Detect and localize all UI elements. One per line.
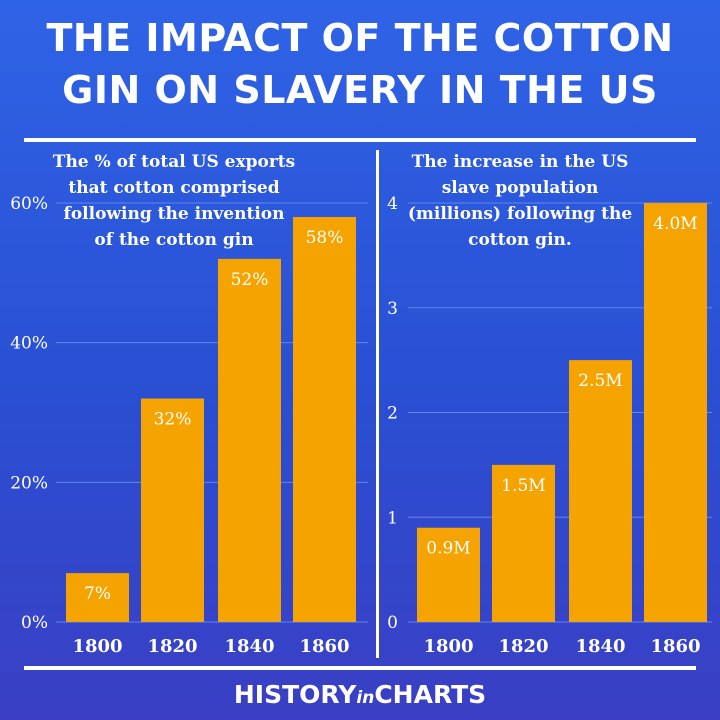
chart-title: The increase in the US slave population (m… <box>408 152 632 250</box>
data-label: 4.0M <box>653 214 697 234</box>
chart-title-line: cotton gin. <box>468 230 572 250</box>
data-label: 32% <box>154 410 192 430</box>
y-tick-label: 0% <box>21 613 48 633</box>
chart-title-line: (millions) following the <box>408 204 632 224</box>
y-tick-label: 1 <box>387 508 398 528</box>
y-tick-label: 2 <box>387 404 398 424</box>
bar <box>417 527 480 622</box>
title-line-2: GIN ON SLAVERY IN THE US <box>62 68 658 112</box>
chart-title-line: of the cotton gin <box>94 230 253 250</box>
chart-title-line: following the invention <box>64 204 285 224</box>
chart-title-line: The increase in the US <box>412 152 629 172</box>
slave-population-chart: 0 1 2 3 4 0.9M 1800 1.5M 1820 2.5M 1840 4.0M 1860 The… <box>387 152 712 657</box>
x-tick-label: 1800 <box>423 636 473 657</box>
bar <box>569 360 632 622</box>
y-tick-label: 0 <box>387 613 398 633</box>
x-tick-label: 1800 <box>72 636 122 657</box>
brand-part-history: HISTORY <box>233 680 357 709</box>
x-tick-label: 1840 <box>224 636 274 657</box>
x-tick-label: 1820 <box>498 636 548 657</box>
data-label: 7% <box>84 584 111 604</box>
x-tick-label: 1860 <box>650 636 700 657</box>
bar <box>644 203 707 622</box>
top-divider <box>24 138 696 142</box>
data-label: 0.9M <box>426 539 470 559</box>
y-tick-label: 4 <box>387 194 398 214</box>
data-label: 52% <box>231 270 269 290</box>
x-tick-label: 1820 <box>147 636 197 657</box>
data-label: 1.5M <box>501 476 545 496</box>
y-tick-label: 20% <box>10 473 48 493</box>
bar <box>492 464 555 622</box>
bar <box>293 216 356 622</box>
brand-part-charts: CHARTS <box>374 680 487 709</box>
bar <box>141 398 204 622</box>
brand-part-in: in <box>356 688 375 708</box>
x-tick-label: 1840 <box>575 636 625 657</box>
chart-title-line: slave population <box>442 178 599 198</box>
chart-title-line: The % of total US exports <box>53 152 295 172</box>
center-divider <box>376 150 379 658</box>
page-title: THE IMPACT OF THE COTTON GIN ON SLAVERY … <box>0 12 720 116</box>
bar <box>218 258 281 622</box>
y-tick-label: 3 <box>387 299 398 319</box>
title-line-1: THE IMPACT OF THE COTTON <box>46 16 674 60</box>
x-tick-label: 1860 <box>299 636 349 657</box>
chart-title: The % of total US exports that cotton com… <box>53 152 295 250</box>
chart-title-line: that cotton comprised <box>68 178 279 198</box>
exports-chart: 0% 20% 40% 60% 7% 1800 32% 1820 52% 1840 58% 1860 Th… <box>10 152 368 657</box>
data-label: 58% <box>306 228 344 248</box>
y-tick-label: 40% <box>10 334 48 354</box>
footer-brand: HISTORYinCHARTS <box>0 678 720 715</box>
bottom-divider <box>24 666 696 670</box>
y-tick-label: 60% <box>10 194 48 214</box>
bar <box>66 573 129 622</box>
data-label: 2.5M <box>578 371 622 391</box>
